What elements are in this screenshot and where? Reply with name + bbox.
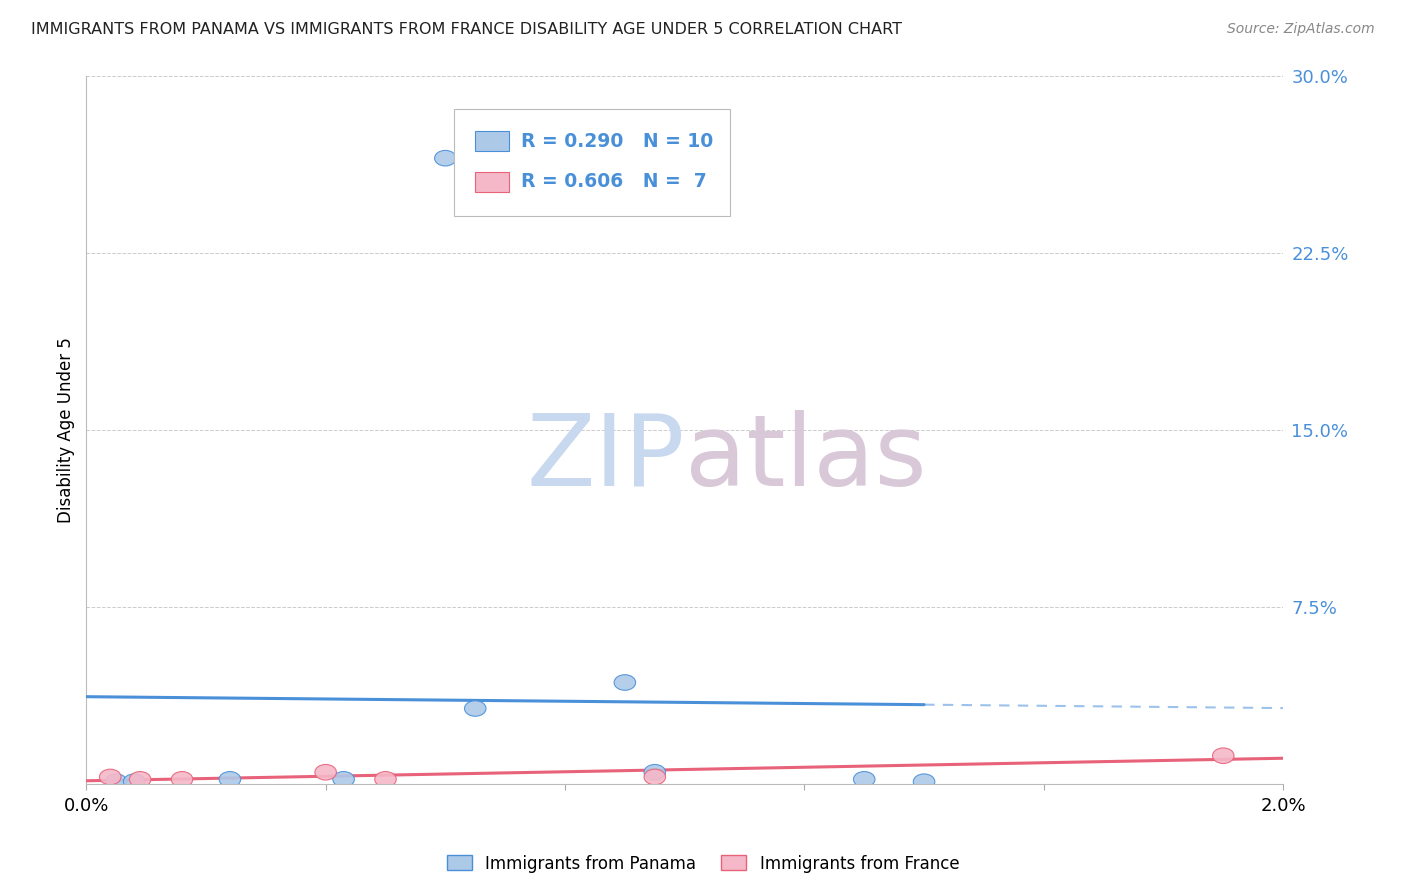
Legend: Immigrants from Panama, Immigrants from France: Immigrants from Panama, Immigrants from … [440,848,966,880]
Ellipse shape [464,701,486,716]
Text: R = 0.290   N = 10: R = 0.290 N = 10 [520,132,713,151]
Text: IMMIGRANTS FROM PANAMA VS IMMIGRANTS FROM FRANCE DISABILITY AGE UNDER 5 CORRELAT: IMMIGRANTS FROM PANAMA VS IMMIGRANTS FRO… [31,22,901,37]
Text: Source: ZipAtlas.com: Source: ZipAtlas.com [1227,22,1375,37]
Ellipse shape [100,769,121,785]
Ellipse shape [219,772,240,787]
Ellipse shape [644,769,665,785]
Ellipse shape [315,764,336,780]
Ellipse shape [129,772,150,787]
Text: ZIP: ZIP [526,409,685,507]
Ellipse shape [375,772,396,787]
FancyBboxPatch shape [475,131,509,152]
Text: R = 0.606   N =  7: R = 0.606 N = 7 [520,172,706,191]
Text: atlas: atlas [685,409,927,507]
Y-axis label: Disability Age Under 5: Disability Age Under 5 [58,337,75,523]
FancyBboxPatch shape [454,109,730,216]
Ellipse shape [1212,747,1234,764]
Ellipse shape [434,151,456,166]
Ellipse shape [644,764,665,780]
Ellipse shape [172,772,193,787]
Ellipse shape [853,772,875,787]
Ellipse shape [614,674,636,690]
Ellipse shape [914,774,935,789]
FancyBboxPatch shape [475,172,509,192]
Ellipse shape [333,772,354,787]
Ellipse shape [124,774,145,789]
Ellipse shape [105,774,127,789]
